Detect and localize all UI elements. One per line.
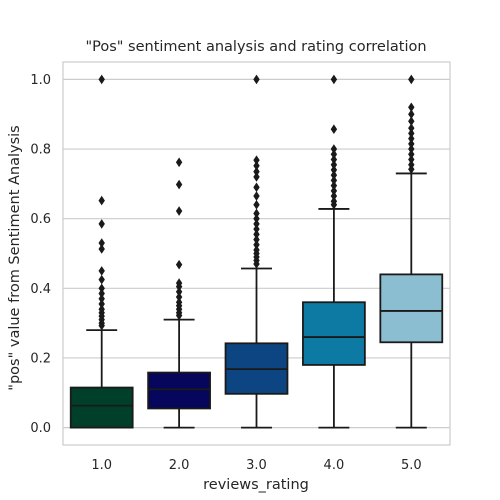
y-tick-label-0.0: 0.0 [30,421,51,436]
box-3.0 [224,74,289,429]
box-5.0 [379,74,444,429]
outlier-point [330,154,338,165]
outlier-point [408,144,415,154]
boxes [69,74,444,429]
outlier-point [253,219,260,229]
outlier-point [175,259,183,270]
box-4.0 [302,74,366,429]
outlier-point [175,287,183,297]
outlier-point [98,320,105,331]
outlier-point [253,259,260,269]
outlier-point [98,274,105,285]
y-tick-label-1.0: 1.0 [30,73,51,88]
outlier-point [175,179,183,190]
outlier-point [330,149,338,160]
x-tick-label-5.0: 5.0 [401,458,422,473]
x-tick-label-2.0: 2.0 [169,458,190,473]
y-tick-label-0.4: 0.4 [30,282,51,297]
outlier-point [330,180,338,191]
outlier-point [253,239,260,250]
box-iqr [302,301,366,366]
box-2.0 [147,157,211,429]
outlier-point [253,191,260,201]
outlier-point [330,170,338,180]
box-iqr [379,273,444,344]
outlier-point [175,206,183,216]
y-tick-label-0.2: 0.2 [30,351,51,366]
outlier-point [408,116,415,126]
outlier-point [330,186,338,196]
outlier-point [253,155,260,165]
outlier-point [330,144,338,154]
chart-title: "Pos" sentiment analysis and rating corr… [85,39,426,55]
outlier-point [175,310,183,321]
outlier-point [253,160,260,171]
outlier-point [98,238,105,248]
y-tick-label-0.6: 0.6 [30,212,51,227]
outlier-point [408,133,415,144]
outlier-point [253,172,260,182]
x-axis-label: reviews_rating [203,477,309,493]
outlier-point [175,281,183,292]
outlier-point [330,74,338,85]
box-iqr [69,386,134,429]
x-axis-ticks: 1.0 2.0 3.0 4.0 5.0 [91,458,421,473]
outlier-point [175,292,183,302]
outlier-point [175,157,183,168]
outlier-point [98,288,105,299]
outlier-point [330,191,338,201]
outlier-point [98,74,105,85]
outlier-point [98,219,105,229]
y-axis-ticks: 0.0 0.2 0.4 0.6 0.8 1.0 [30,73,51,436]
outlier-point [330,165,338,175]
outlier-point [98,195,105,206]
outlier-point [253,213,260,224]
outlier-point [408,149,415,160]
outlier-point [408,102,415,113]
outlier-point [408,123,415,133]
outlier-point [98,299,105,309]
x-tick-label-3.0: 3.0 [246,458,267,473]
outlier-point [98,266,105,276]
outlier-point [408,164,415,175]
outlier-point [253,166,260,177]
x-tick-label-4.0: 4.0 [324,458,345,473]
outlier-point [98,244,105,254]
outlier-point [408,154,415,165]
outlier-point [253,229,260,240]
outlier-point [408,139,415,149]
outlier-point [408,109,415,120]
outlier-point [253,208,260,219]
outlier-point [330,199,338,210]
y-axis-label: "pos" value from Sentiment Analysis [7,125,23,390]
outlier-point [253,234,260,245]
outlier-point [98,293,105,304]
outlier-point [408,128,415,139]
box-iqr [147,371,211,410]
x-tick-label-1.0: 1.0 [91,458,112,473]
box-1.0 [69,74,134,429]
outlier-point [408,74,415,85]
outlier-point [330,175,338,186]
outlier-point [253,199,260,210]
outlier-point [330,124,338,134]
outlier-point [253,224,260,234]
outlier-point [98,283,105,294]
plot-frame [62,61,451,446]
outlier-point [253,74,260,85]
y-tick-label-0.8: 0.8 [30,143,51,158]
outlier-point [253,182,260,193]
outlier-point [330,159,338,170]
